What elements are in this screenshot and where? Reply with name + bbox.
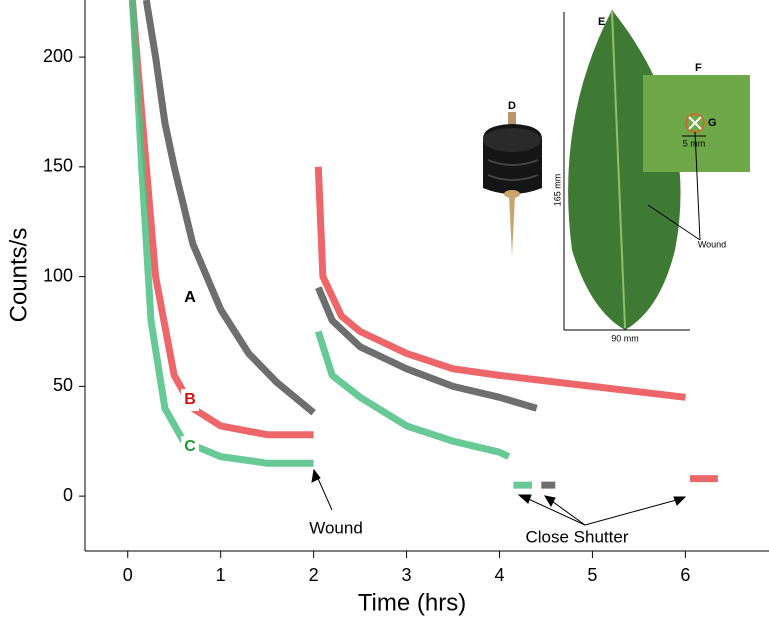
inset-leaf bbox=[563, 10, 750, 331]
series-line bbox=[128, 0, 532, 489]
y-tick-label: 0 bbox=[63, 485, 73, 505]
y-tick-label: 150 bbox=[43, 156, 73, 176]
inset-label: D bbox=[508, 100, 516, 112]
annotation: Close Shutter bbox=[526, 527, 629, 546]
series-group bbox=[128, 0, 718, 489]
y-tick-label: 50 bbox=[53, 375, 73, 395]
label-box bbox=[181, 436, 199, 458]
annotation: Wound bbox=[309, 518, 363, 537]
inset-device bbox=[482, 112, 543, 256]
x-tick-label: 1 bbox=[216, 565, 226, 585]
x-axis-title: Time (hrs) bbox=[358, 589, 466, 616]
arrows bbox=[311, 468, 687, 526]
inset-label: F bbox=[695, 62, 702, 74]
x-tick-label: 2 bbox=[309, 565, 319, 585]
x-tick-label: 5 bbox=[587, 565, 597, 585]
x-tick-label: 3 bbox=[402, 565, 412, 585]
series-label: A bbox=[184, 289, 196, 306]
x-tick-label: 6 bbox=[680, 565, 690, 585]
x-tick-label: 4 bbox=[494, 565, 504, 585]
y-axis-title: Counts/s bbox=[5, 228, 32, 323]
inset-label: G bbox=[708, 117, 717, 129]
inset-wound: Wound bbox=[698, 239, 726, 249]
inset-scale: 5 mm bbox=[683, 138, 706, 148]
inset-label: E bbox=[598, 16, 605, 28]
label-box bbox=[181, 287, 199, 309]
inset-height: 165 mm bbox=[552, 174, 562, 207]
label-box bbox=[181, 389, 199, 411]
inset-width: 90 mm bbox=[611, 333, 639, 343]
series-label: C bbox=[184, 438, 196, 455]
series-line bbox=[142, 0, 556, 489]
x-tick-label: 0 bbox=[123, 565, 133, 585]
series-label: B bbox=[184, 391, 196, 408]
plot-area bbox=[128, 0, 718, 489]
y-tick-label: 200 bbox=[43, 46, 73, 66]
y-tick-label: 100 bbox=[43, 265, 73, 285]
